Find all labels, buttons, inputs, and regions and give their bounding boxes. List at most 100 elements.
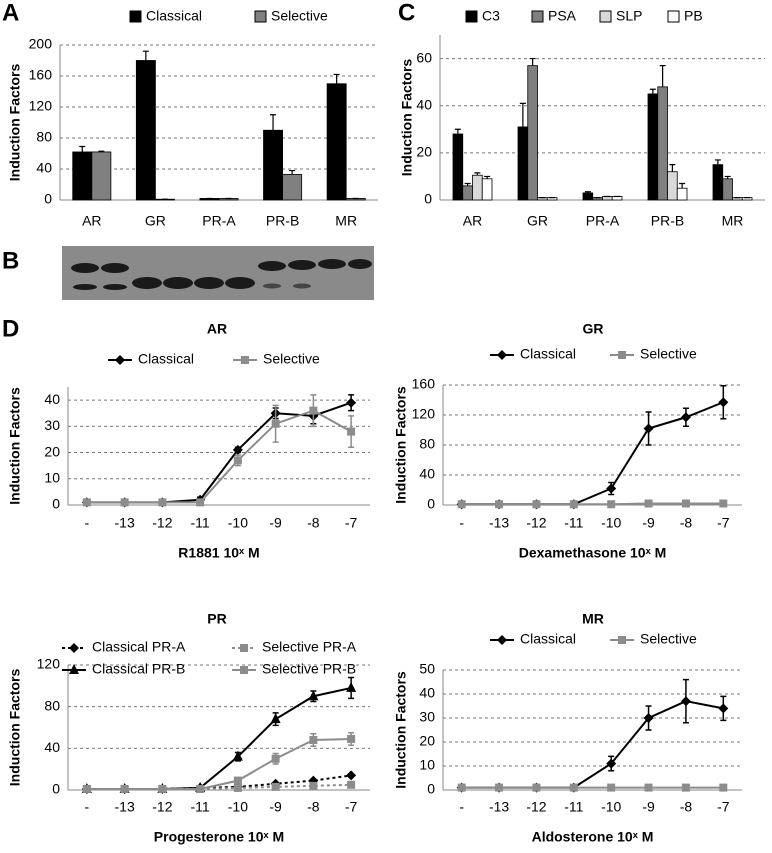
bar bbox=[282, 174, 303, 201]
marker bbox=[233, 776, 242, 785]
marker bbox=[680, 412, 691, 423]
y-tick-label: 30 bbox=[44, 417, 60, 433]
marker bbox=[719, 499, 728, 508]
x-tick-label: - bbox=[85, 515, 90, 531]
marker bbox=[196, 784, 205, 793]
marker bbox=[233, 783, 242, 792]
y-tick-label: 40 bbox=[44, 391, 60, 407]
marker bbox=[643, 713, 654, 723]
error-bar bbox=[289, 169, 296, 175]
marker bbox=[718, 397, 729, 408]
error-bar bbox=[98, 150, 105, 152]
x-tick-label: -7 bbox=[345, 515, 358, 531]
marker bbox=[606, 483, 617, 494]
marker bbox=[196, 498, 205, 507]
marker bbox=[346, 397, 357, 408]
x-tick-label: -9 bbox=[269, 515, 282, 531]
x-tick-label: MR bbox=[335, 213, 357, 229]
legend-label: Classical PR-B bbox=[92, 661, 185, 677]
x-tick-label: PR-A bbox=[586, 213, 620, 229]
marker bbox=[271, 419, 280, 428]
y-axis-label: Induction Factors bbox=[393, 671, 409, 789]
marker bbox=[82, 498, 91, 507]
x-tick-label: -7 bbox=[345, 799, 358, 815]
legend-label: SLP bbox=[616, 8, 642, 24]
y-axis-label: Induction Factors bbox=[7, 387, 23, 505]
y-axis-label: Induction Factors bbox=[393, 386, 409, 504]
chart-title: PR bbox=[207, 611, 226, 627]
y-tick-label: 0 bbox=[52, 496, 60, 512]
marker bbox=[532, 783, 541, 792]
legend-label: Classical bbox=[146, 8, 202, 24]
legend-label: Classical bbox=[138, 351, 194, 367]
marker bbox=[569, 500, 578, 509]
marker bbox=[457, 500, 466, 509]
legend-marker bbox=[69, 643, 79, 653]
bar bbox=[657, 86, 668, 201]
panel-letter: C bbox=[398, 0, 415, 26]
x-tick-label: AR bbox=[82, 213, 101, 229]
marker bbox=[718, 703, 729, 714]
y-tick-label: 0 bbox=[44, 191, 52, 207]
error-bar bbox=[724, 175, 731, 179]
bar bbox=[91, 151, 112, 201]
bar bbox=[481, 178, 493, 201]
marker bbox=[158, 784, 167, 793]
x-tick-label: - bbox=[85, 799, 90, 815]
error-bar bbox=[333, 73, 340, 84]
y-tick-label: 40 bbox=[36, 160, 52, 176]
bar bbox=[452, 133, 464, 201]
legend-marker bbox=[618, 351, 626, 359]
x-tick-label: -13 bbox=[489, 799, 509, 815]
chart-title: MR bbox=[582, 611, 604, 627]
y-tick-label: 120 bbox=[29, 98, 53, 114]
x-tick-label: -13 bbox=[115, 515, 135, 531]
legend-label: Selective bbox=[640, 346, 697, 362]
y-tick-label: 0 bbox=[427, 781, 435, 797]
error-bar bbox=[659, 65, 666, 87]
x-tick-label: GR bbox=[145, 213, 166, 229]
x-axis-label: Aldosterone 10ˣ M bbox=[532, 829, 654, 845]
error-bar bbox=[484, 175, 491, 179]
x-tick-label: -10 bbox=[601, 515, 621, 531]
error-bar bbox=[649, 88, 656, 94]
marker bbox=[271, 782, 280, 791]
marker bbox=[309, 781, 318, 790]
error-bar bbox=[714, 159, 721, 165]
marker bbox=[120, 498, 129, 507]
x-tick-label: -8 bbox=[680, 799, 693, 815]
x-tick-label: -11 bbox=[191, 799, 210, 815]
x-tick-label: -8 bbox=[307, 515, 320, 531]
legend-label: C3 bbox=[482, 8, 500, 24]
x-tick-label: -10 bbox=[228, 515, 248, 531]
bar bbox=[517, 126, 529, 201]
legend-marker bbox=[240, 644, 248, 652]
y-tick-label: 40 bbox=[419, 466, 435, 482]
y-axis-label: Induction Factors bbox=[399, 59, 415, 177]
marker bbox=[233, 456, 242, 465]
error-bar bbox=[529, 57, 536, 66]
y-tick-label: 0 bbox=[52, 781, 60, 797]
marker bbox=[120, 784, 129, 793]
marker bbox=[680, 696, 691, 707]
x-tick-label: -12 bbox=[152, 515, 172, 531]
marker bbox=[532, 500, 541, 509]
x-tick-label: -9 bbox=[642, 515, 655, 531]
bar bbox=[462, 185, 473, 201]
bar bbox=[582, 192, 594, 201]
marker bbox=[681, 499, 690, 508]
line bbox=[86, 409, 352, 504]
marker bbox=[232, 750, 243, 761]
legend-label: Selective bbox=[271, 8, 328, 24]
legend-swatch bbox=[465, 10, 478, 23]
y-tick-label: 160 bbox=[412, 376, 436, 392]
x-axis-label: Progesterone 10ˣ M bbox=[154, 829, 284, 845]
x-tick-label: - bbox=[459, 515, 464, 531]
legend-swatch bbox=[254, 10, 267, 23]
marker bbox=[346, 681, 357, 692]
x-tick-label: PR-B bbox=[266, 213, 299, 229]
y-tick-label: 0 bbox=[427, 496, 435, 512]
chart-title: GR bbox=[583, 321, 604, 337]
bar bbox=[667, 171, 678, 201]
